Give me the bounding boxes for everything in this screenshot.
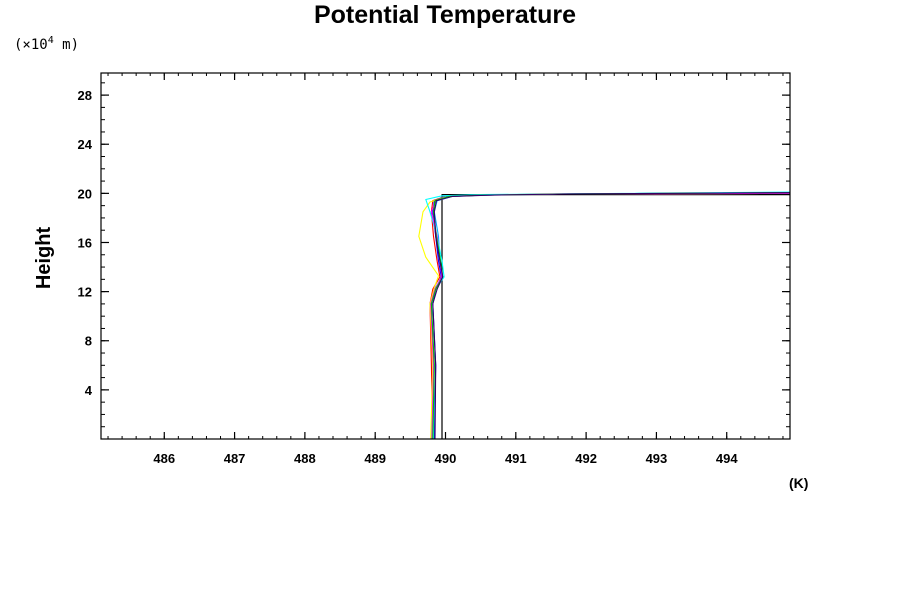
x-tick-label: 491 <box>505 451 527 466</box>
chart-title: Potential Temperature <box>314 1 576 29</box>
plot-frame <box>100 72 791 440</box>
y-tick-label: 8 <box>85 334 92 349</box>
x-tick-label: 487 <box>224 451 246 466</box>
tick-labels: 486 487 488 489 490 491 492 493 494 4 8 12 16 20 24 28 <box>78 88 739 466</box>
y-tick-label: 20 <box>78 186 92 201</box>
y-tick-label: 28 <box>78 88 92 103</box>
x-unit-label: (K) <box>789 475 808 491</box>
x-tick-label: 486 <box>153 451 175 466</box>
series-line-2 <box>429 192 791 440</box>
y-unit-suffix: m) <box>54 37 79 53</box>
y-unit-exponent: 4 <box>48 35 54 46</box>
x-tick-label: 489 <box>364 451 386 466</box>
x-tick-label: 494 <box>716 451 738 466</box>
x-tick-label: 488 <box>294 451 316 466</box>
series-line-3 <box>430 192 791 440</box>
y-unit-prefix: (×10 <box>14 37 48 53</box>
y-tick-label: 16 <box>78 235 92 250</box>
x-tick-label: 490 <box>435 451 457 466</box>
y-tick-label: 12 <box>78 285 92 300</box>
y-unit-label: (×104 m) <box>14 35 79 53</box>
series-line-1 <box>441 194 790 439</box>
axis-ticks <box>101 73 790 440</box>
y-tick-label: 24 <box>78 137 93 152</box>
y-tick-label: 4 <box>85 383 93 398</box>
series-line-8 <box>430 192 791 440</box>
x-tick-label: 493 <box>646 451 668 466</box>
series-line-7 <box>430 192 791 440</box>
data-series <box>418 191 791 440</box>
series-line-6 <box>425 191 791 440</box>
x-tick-label: 492 <box>575 451 597 466</box>
series-line-9 <box>432 192 791 440</box>
series-line-4 <box>432 192 791 440</box>
y-axis-label: Height <box>33 227 55 290</box>
series-line-5 <box>418 192 791 440</box>
